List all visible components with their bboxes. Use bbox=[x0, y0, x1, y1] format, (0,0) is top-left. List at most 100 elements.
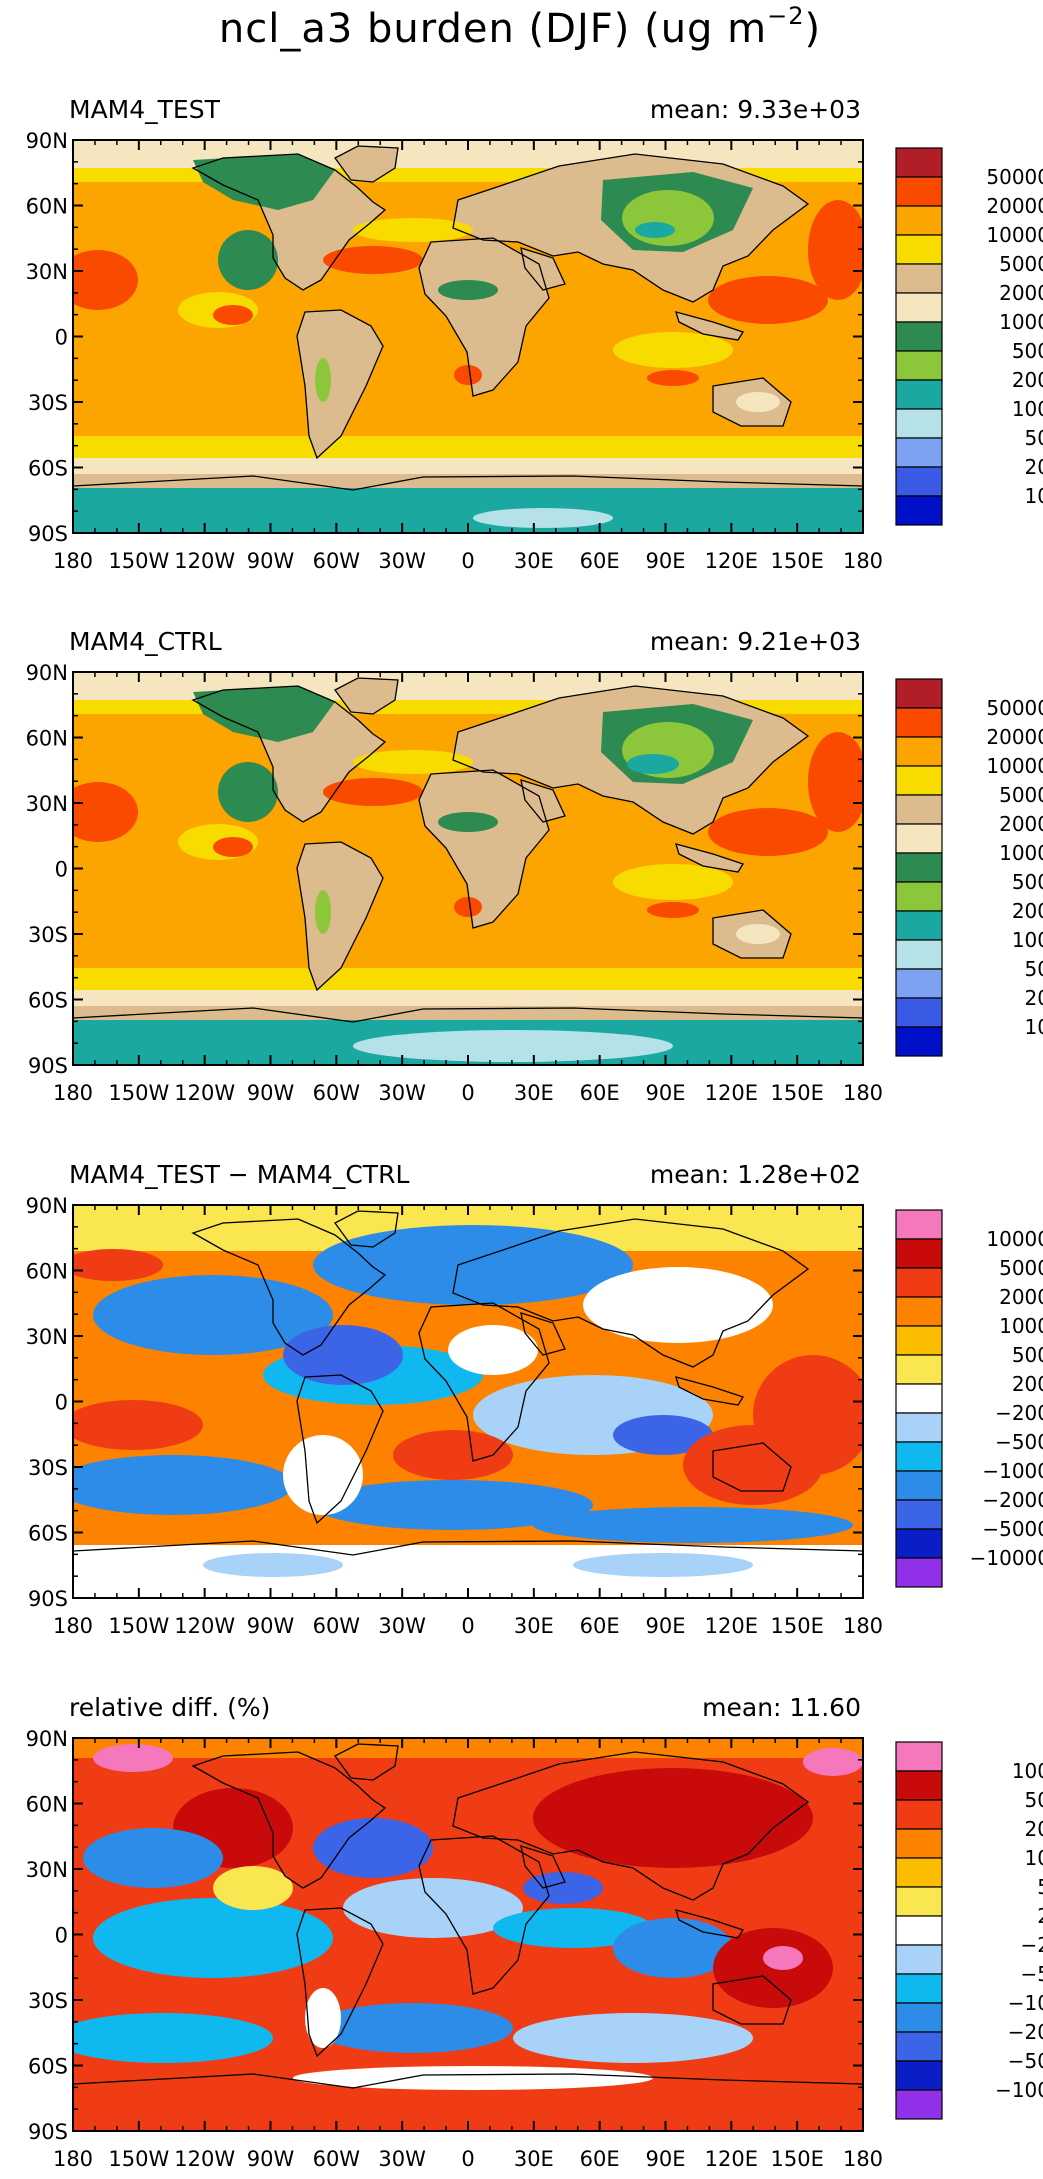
lat-label: 30S bbox=[28, 1989, 68, 2013]
colorbar-bin bbox=[895, 2031, 943, 2062]
colorbar-label: −1000 bbox=[982, 1459, 1043, 1483]
lon-label: 150E bbox=[770, 2147, 823, 2171]
lon-label: 30E bbox=[514, 2147, 554, 2171]
colorbar-label: 5000 bbox=[999, 252, 1043, 276]
contour-region bbox=[803, 1748, 863, 1776]
contour-region bbox=[213, 305, 253, 325]
contour-region bbox=[203, 1553, 343, 1577]
lon-label: 0 bbox=[461, 1081, 474, 1105]
contour-region bbox=[313, 1225, 633, 1305]
colorbar-bin bbox=[895, 852, 943, 883]
contour-region bbox=[613, 332, 733, 368]
colorbar-label: −20 bbox=[1008, 2020, 1043, 2044]
colorbar-bin bbox=[895, 968, 943, 999]
colorbar: 10000 5000 2000 1000 500 200 −200 −500 −1000 −200… bbox=[895, 1209, 1043, 1588]
lon-label: 150W bbox=[108, 1081, 169, 1105]
lon-label: 0 bbox=[461, 1614, 474, 1638]
colorbar-bin bbox=[895, 176, 943, 207]
colorbar-label: 1000 bbox=[999, 310, 1043, 334]
contour-region bbox=[73, 474, 863, 488]
lon-label: 120E bbox=[705, 1081, 758, 1105]
lat-label: 0 bbox=[55, 1391, 68, 1415]
colorbar-bin bbox=[895, 437, 943, 468]
contour-region bbox=[297, 310, 383, 458]
contour-region bbox=[283, 1325, 403, 1385]
lon-label: 60W bbox=[313, 549, 361, 573]
contour-region bbox=[353, 218, 473, 242]
colorbar-label: 2000 bbox=[999, 281, 1043, 305]
colorbar-bin bbox=[895, 495, 943, 526]
lon-label: 150E bbox=[770, 1614, 823, 1638]
contour-region bbox=[454, 897, 482, 917]
lon-label: 120E bbox=[705, 2147, 758, 2171]
colorbar-bin bbox=[895, 350, 943, 381]
lat-label: 90S bbox=[28, 1587, 68, 1611]
lon-label: 60E bbox=[580, 2147, 620, 2171]
colorbar-label: −5000 bbox=[982, 1517, 1043, 1541]
contour-region bbox=[83, 1828, 223, 1888]
colorbar-label: 10000 bbox=[986, 754, 1043, 778]
panel-mean: mean: 9.33e+03 bbox=[650, 95, 861, 124]
colorbar-bin bbox=[895, 881, 943, 912]
coastline bbox=[418, 769, 550, 929]
colorbar-label: 50 bbox=[1025, 426, 1043, 450]
lon-label: 90E bbox=[646, 1081, 686, 1105]
coastline bbox=[452, 1751, 810, 1901]
colorbar-bin bbox=[895, 997, 943, 1028]
colorbar-bin bbox=[895, 1470, 943, 1501]
map-panel: 90N 60N 30N 0 30S 60S 90S 180 150W 120W 90W 60W 30W 0… bbox=[26, 1693, 883, 2171]
lon-label: 120W bbox=[174, 1081, 235, 1105]
lat-label: 90N bbox=[26, 129, 68, 153]
colorbar-label: 5000 bbox=[999, 1256, 1043, 1280]
colorbar-label: 2 bbox=[1037, 1904, 1043, 1928]
coastline bbox=[418, 1835, 550, 1995]
lon-label: 90W bbox=[247, 549, 295, 573]
lat-label: 60N bbox=[26, 195, 68, 219]
contour-region bbox=[297, 842, 383, 990]
lat-label: 60S bbox=[28, 2055, 68, 2079]
lon-label: 150E bbox=[770, 1081, 823, 1105]
contour-region bbox=[293, 2066, 653, 2090]
coastline bbox=[712, 1442, 792, 1492]
colorbar-bin bbox=[895, 2002, 943, 2033]
colorbar-bin bbox=[895, 1741, 943, 1772]
contour-region bbox=[323, 778, 423, 806]
lon-label: 180 bbox=[843, 2147, 883, 2171]
colorbar-label: −500 bbox=[995, 1430, 1043, 1454]
contour-region bbox=[808, 200, 863, 300]
contour-region bbox=[313, 2003, 513, 2053]
lon-label: 120W bbox=[174, 549, 235, 573]
panel-label: MAM4_CTRL bbox=[69, 627, 222, 656]
coastline bbox=[675, 311, 744, 341]
contour-region bbox=[763, 1946, 803, 1970]
colorbar-bin bbox=[895, 205, 943, 236]
contour-region bbox=[213, 837, 253, 857]
lat-label: 90S bbox=[28, 1054, 68, 1078]
lon-label: 60W bbox=[313, 1081, 361, 1105]
contour-region bbox=[218, 762, 278, 822]
colorbar-label: 100 bbox=[1012, 928, 1043, 952]
lon-label: 150E bbox=[770, 549, 823, 573]
lon-label: 90E bbox=[646, 549, 686, 573]
contour-region bbox=[708, 808, 828, 856]
lon-label: 120W bbox=[174, 1614, 235, 1638]
lat-label: 60N bbox=[26, 1793, 68, 1817]
contour-region bbox=[736, 924, 780, 944]
colorbar-label: 500 bbox=[1012, 1343, 1043, 1367]
contour-region bbox=[315, 890, 331, 934]
lon-label: 120W bbox=[174, 2147, 235, 2171]
coastline bbox=[334, 1210, 399, 1248]
coastline bbox=[191, 1218, 387, 1356]
colorbar-bin bbox=[895, 466, 943, 497]
coastline bbox=[520, 1845, 566, 1889]
coastline bbox=[520, 1312, 566, 1356]
contour-region bbox=[533, 1507, 853, 1543]
lon-label: 0 bbox=[461, 549, 474, 573]
colorbar-bin bbox=[895, 1238, 943, 1269]
lon-label: 30W bbox=[378, 2147, 426, 2171]
colorbar-label: 20 bbox=[1025, 1817, 1043, 1841]
colorbar-bin bbox=[895, 2089, 943, 2120]
colorbar-label: −2000 bbox=[982, 1488, 1043, 1512]
contour-region bbox=[353, 1030, 673, 1062]
panel-label: relative diff. (%) bbox=[69, 1693, 270, 1722]
